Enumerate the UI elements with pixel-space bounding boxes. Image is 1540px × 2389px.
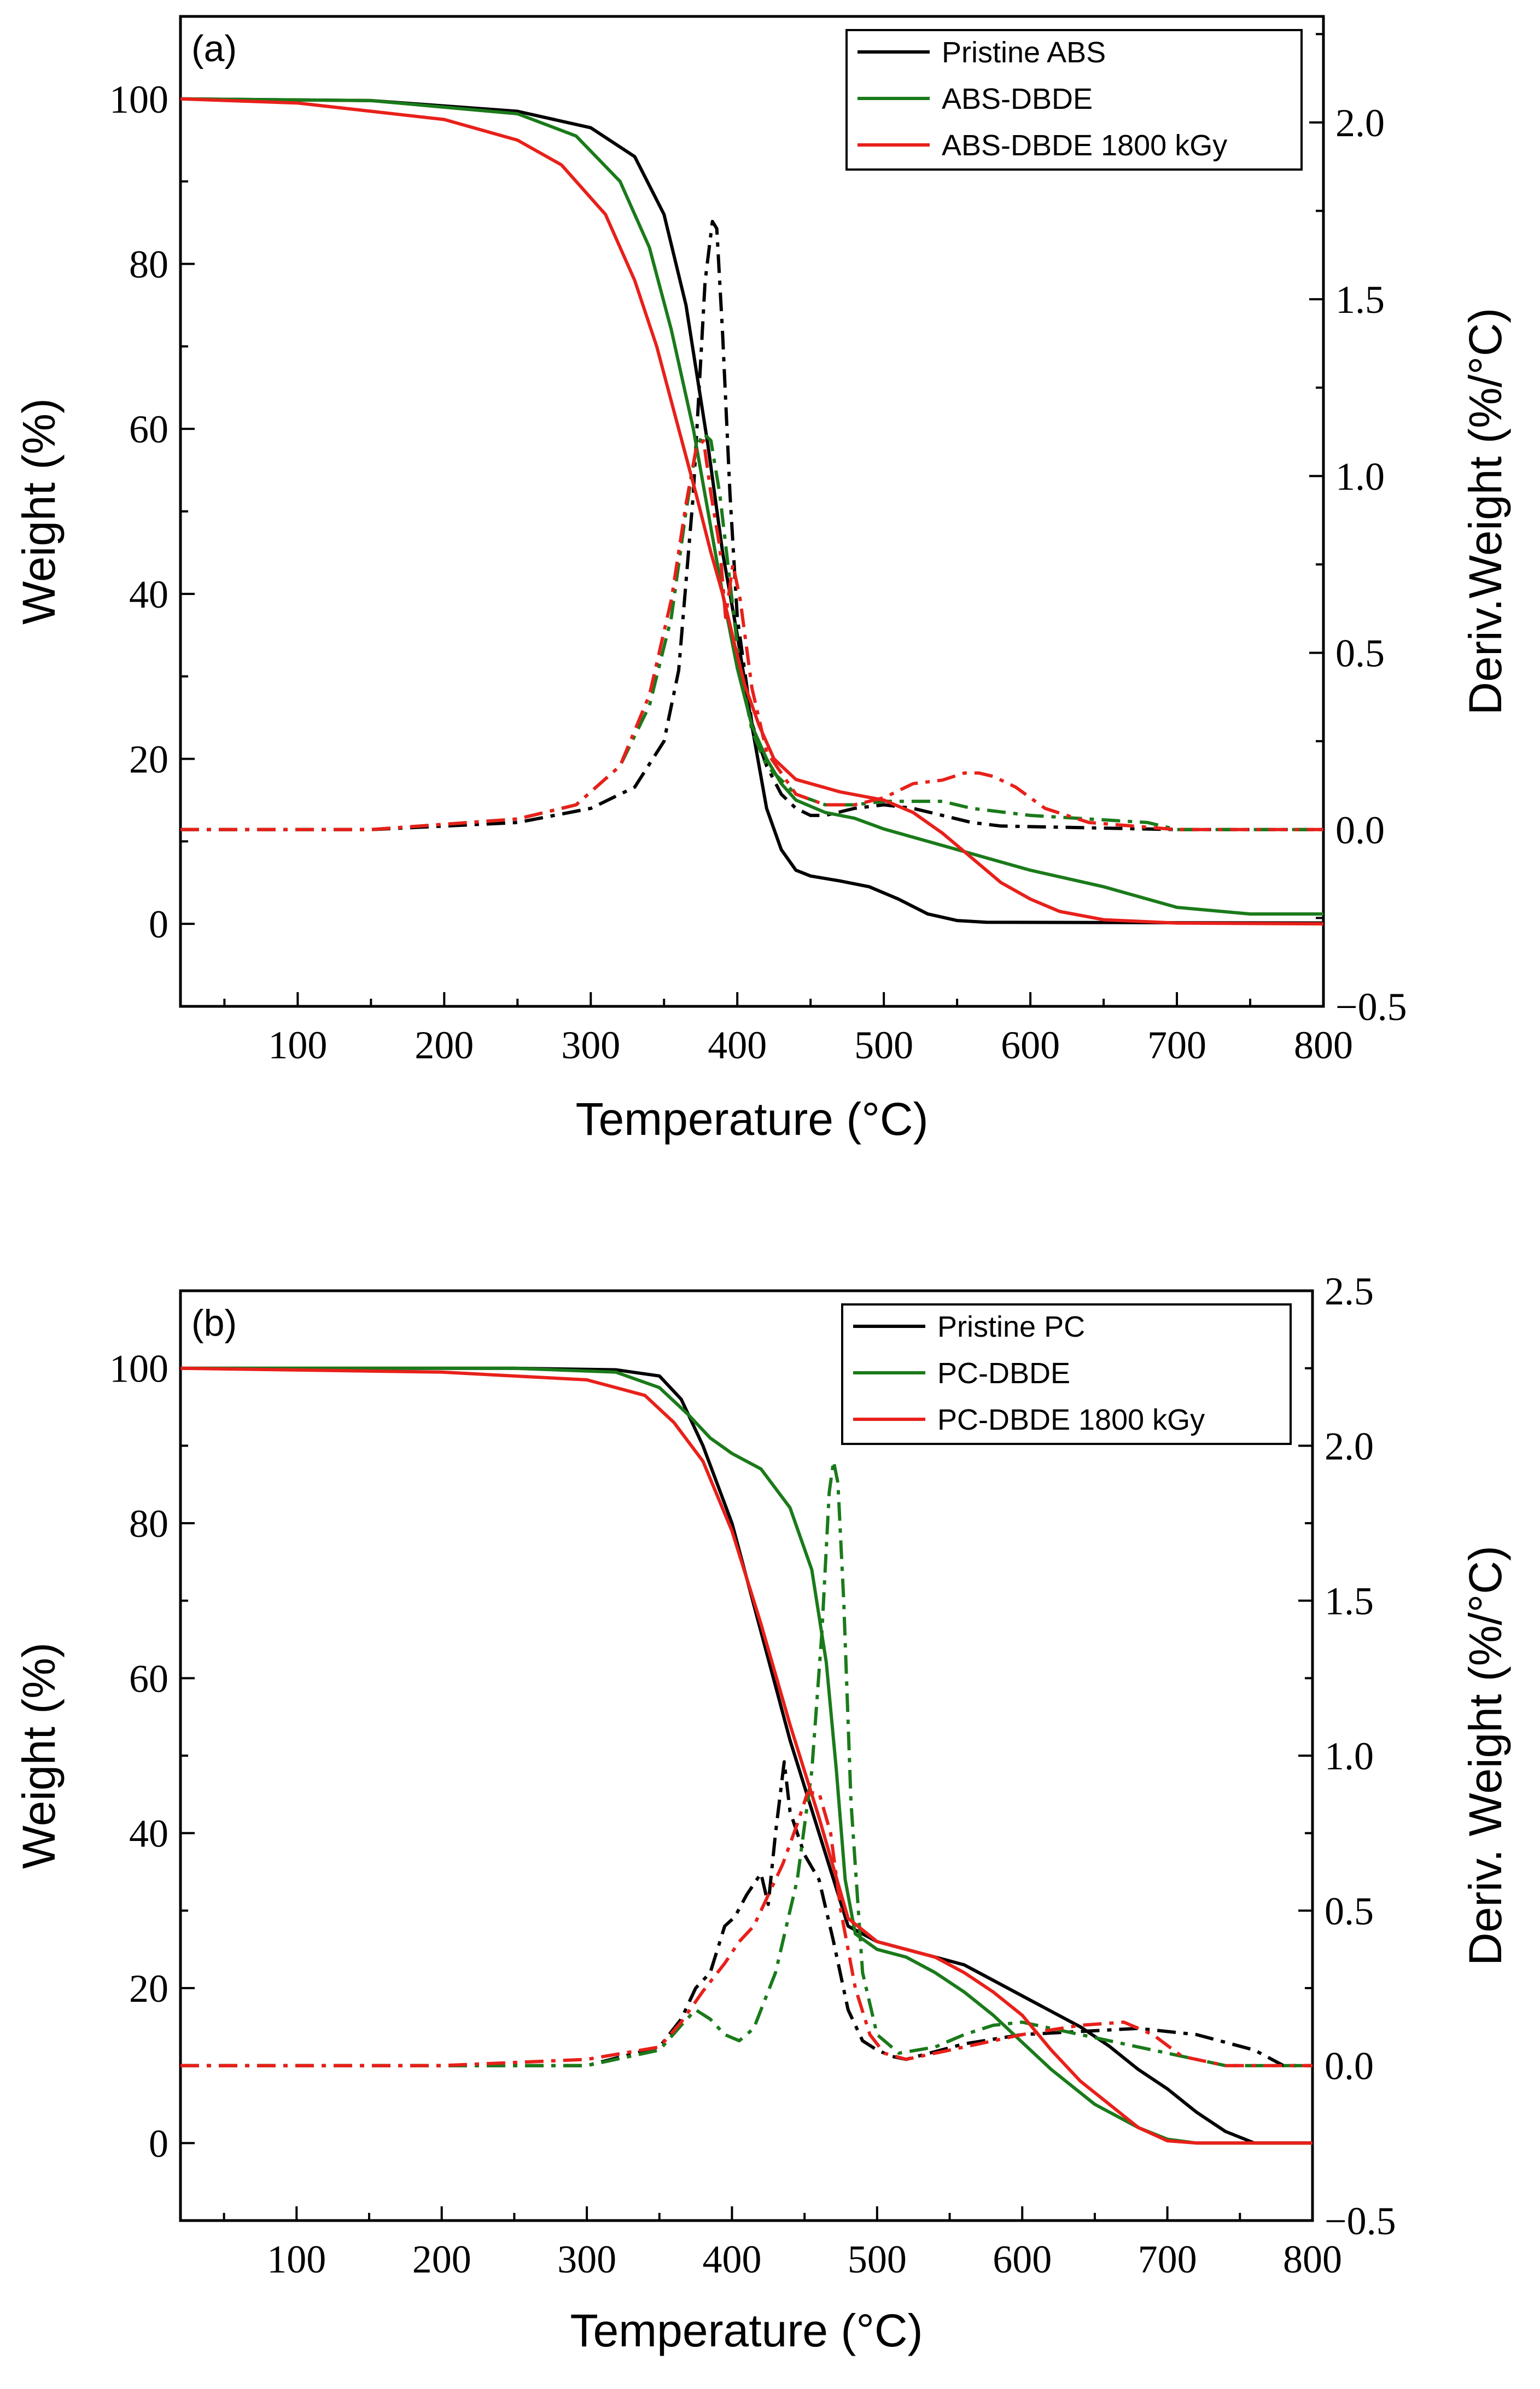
y-tick-label: 40 xyxy=(129,1812,168,1856)
y2-tick-label: 1.5 xyxy=(1325,1580,1374,1623)
x-axis-ticks: 100 200 300 400 500 600 700 800 xyxy=(223,992,1353,1067)
y2-tick-label: 0.0 xyxy=(1325,2044,1374,2088)
weight-curve-1 xyxy=(180,97,1323,916)
y-axis-ticks: 0 20 40 60 80 100 xyxy=(109,1347,195,2165)
weight-curve-2 xyxy=(180,97,1324,926)
legend-label-1: PC-DBDE xyxy=(937,1357,1070,1390)
y-tick-label: 60 xyxy=(129,407,168,451)
y2-tick-label: 0.5 xyxy=(1325,1889,1374,1933)
deriv-curve-0 xyxy=(180,1760,1312,2067)
deriv-curve-2 xyxy=(180,1791,1312,2067)
x-tick-label: 800 xyxy=(1294,1023,1353,1067)
weight-curve-2 xyxy=(180,1366,1312,2145)
weight-curve-1 xyxy=(180,1366,1312,2145)
y2-axis-ticks: −0.5 0.0 0.5 1.0 1.5 2.0 xyxy=(1309,33,1407,1029)
y2-tick-label: −0.5 xyxy=(1335,985,1407,1029)
y-axis-ticks: 0 20 40 60 80 100 xyxy=(109,78,195,946)
y-tick-label: 0 xyxy=(149,2122,168,2165)
legend-label-0: Pristine PC xyxy=(937,1310,1085,1343)
legend: Pristine PC PC-DBDE PC-DBDE 1800 kGy xyxy=(841,1303,1292,1445)
x-tick-label: 500 xyxy=(848,2237,907,2281)
y2-tick-label: 0.0 xyxy=(1335,808,1385,852)
x-tick-label: 200 xyxy=(412,2237,471,2281)
x-axis-ticks: 100 200 300 400 500 600 700 800 xyxy=(223,2206,1342,2281)
y-tick-label: 80 xyxy=(129,1502,168,1546)
y-tick-label: 80 xyxy=(129,243,168,287)
weight-curve-0 xyxy=(180,1366,1312,2145)
series-layer xyxy=(180,97,1324,926)
y2-axis-ticks: −0.5 0.0 0.5 1.0 1.5 2.0 2.5 xyxy=(1298,1269,1396,2243)
legend-label-0: Pristine ABS xyxy=(942,36,1106,69)
y2-tick-label: 2.0 xyxy=(1335,101,1385,145)
x-tick-label: 600 xyxy=(1001,1023,1060,1067)
legend: Pristine ABS ABS-DBDE ABS-DBDE 1800 kGy xyxy=(845,29,1303,171)
y-tick-label: 20 xyxy=(129,738,168,782)
y-tick-label: 100 xyxy=(109,1347,168,1391)
y2-axis-title: Deriv.Weight (%/°C) xyxy=(1460,308,1511,715)
x-tick-label: 300 xyxy=(557,2237,616,2281)
y-tick-label: 20 xyxy=(129,1967,168,2011)
x-axis-title: Temperature (°C) xyxy=(570,2305,923,2356)
panel-b: (b) 100 200 300 400 500 600 700 800 0 20 40 60 80 10… xyxy=(13,1269,1511,2356)
deriv-curve-0 xyxy=(180,219,1323,831)
y2-tick-label: 2.0 xyxy=(1325,1424,1374,1468)
x-tick-label: 600 xyxy=(993,2237,1052,2281)
y-tick-label: 100 xyxy=(109,78,168,121)
legend-label-1: ABS-DBDE xyxy=(942,83,1093,115)
y-tick-label: 0 xyxy=(149,902,168,946)
x-tick-label: 100 xyxy=(268,1023,327,1067)
x-tick-label: 100 xyxy=(267,2237,326,2281)
x-tick-label: 300 xyxy=(561,1023,620,1067)
panel-a: (a) 100 200 300 400 500 600 700 800 0 20 40 60 80 10… xyxy=(13,15,1511,1145)
deriv-curve-2 xyxy=(180,439,1323,831)
x-axis-title: Temperature (°C) xyxy=(575,1093,928,1145)
legend-label-2: ABS-DBDE 1800 kGy xyxy=(942,129,1227,162)
x-tick-label: 400 xyxy=(708,1023,767,1067)
series-layer xyxy=(180,1366,1312,2145)
y2-tick-label: 0.5 xyxy=(1335,632,1385,675)
x-tick-label: 800 xyxy=(1283,2237,1342,2281)
x-tick-label: 500 xyxy=(854,1023,913,1067)
y-axis-title: Weight (%) xyxy=(13,398,65,625)
y2-axis-title: Deriv. Weight (%/°C) xyxy=(1460,1546,1511,1966)
y2-tick-label: −0.5 xyxy=(1325,2199,1396,2243)
y2-tick-label: 1.0 xyxy=(1335,455,1385,498)
y2-tick-label: 2.5 xyxy=(1325,1269,1374,1313)
y2-tick-label: 1.5 xyxy=(1335,278,1385,322)
panel-label: (a) xyxy=(191,28,237,69)
y-tick-label: 60 xyxy=(129,1657,168,1700)
x-tick-label: 700 xyxy=(1147,1023,1206,1067)
deriv-curve-1 xyxy=(180,1459,1312,2067)
y2-tick-label: 1.0 xyxy=(1325,1734,1374,1778)
y-tick-label: 40 xyxy=(129,573,168,616)
x-tick-label: 700 xyxy=(1138,2237,1197,2281)
deriv-curve-1 xyxy=(180,432,1323,831)
y-axis-title: Weight (%) xyxy=(13,1642,65,1869)
weight-curve-0 xyxy=(180,97,1324,925)
panel-label: (b) xyxy=(191,1302,237,1344)
x-tick-label: 400 xyxy=(702,2237,761,2281)
x-tick-label: 200 xyxy=(415,1023,474,1067)
legend-label-2: PC-DBDE 1800 kGy xyxy=(937,1403,1205,1436)
